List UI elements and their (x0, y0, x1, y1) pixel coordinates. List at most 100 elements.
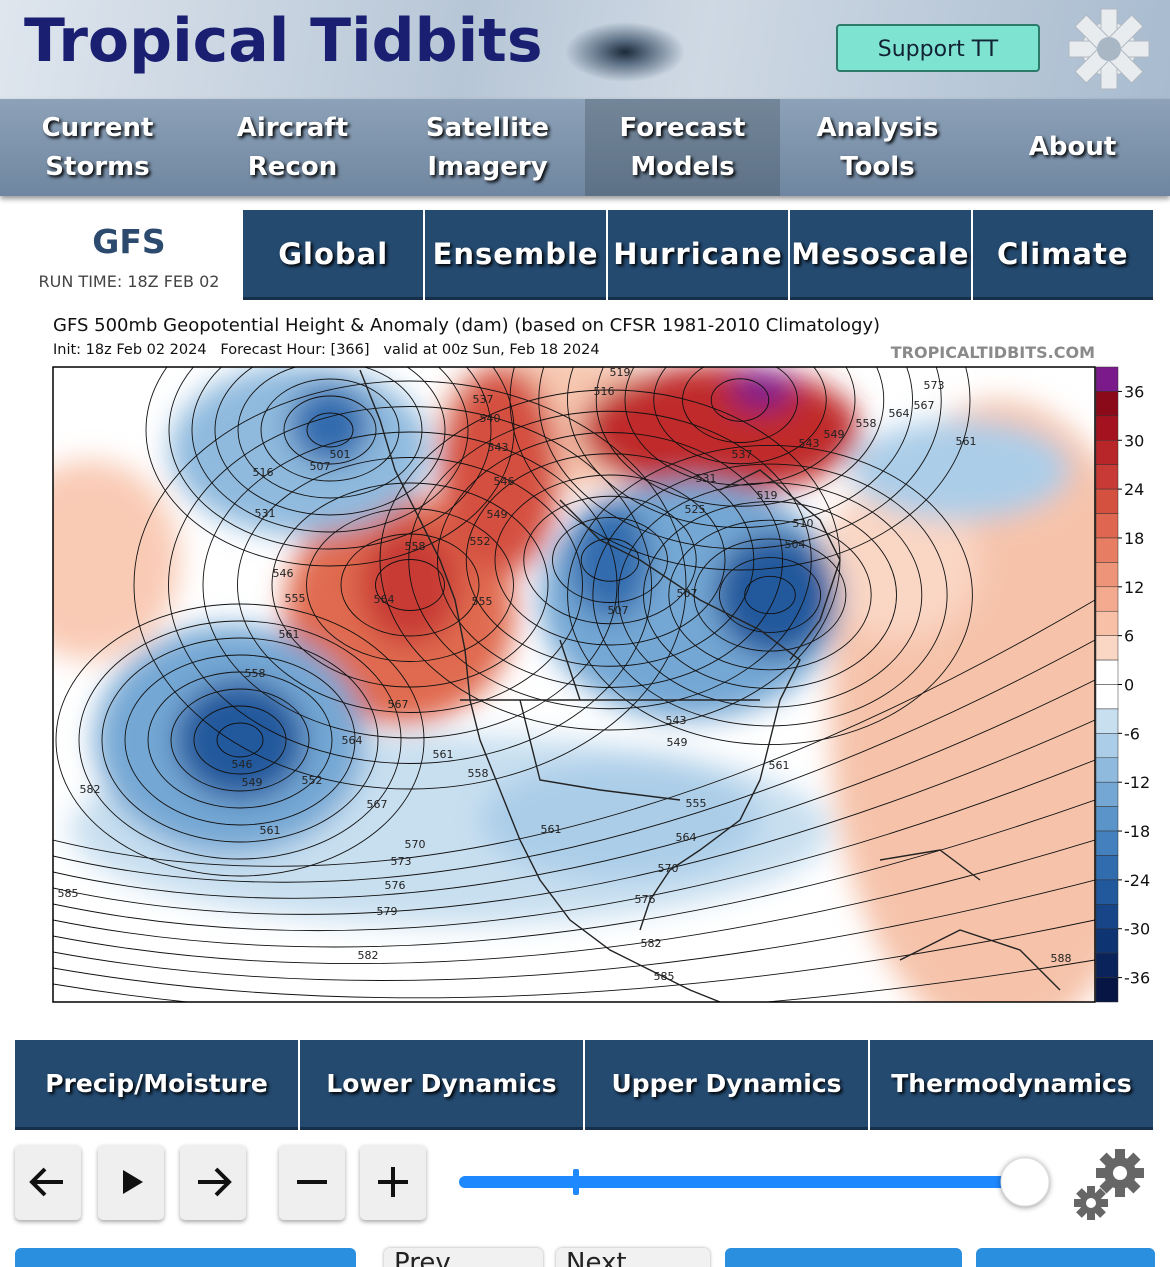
contour-label: 567 (367, 798, 388, 811)
contour-label: 576 (635, 893, 656, 906)
zoom-in-button[interactable] (360, 1145, 426, 1220)
anomaly-blob (570, 500, 650, 620)
settings-gear[interactable] (1068, 8, 1150, 90)
colorbar-segment (1095, 806, 1119, 832)
colorbar-segment (1095, 757, 1119, 783)
model-name: GFS (92, 222, 166, 261)
anomaly-blob (820, 480, 980, 640)
contour-line (408, 410, 812, 710)
contour-line (101, 637, 379, 843)
bottom-button[interactable] (976, 1248, 1155, 1267)
nav-item[interactable]: About (1028, 132, 1117, 162)
colorbar-segment (1095, 708, 1119, 734)
nav-item[interactable]: Forecast Models (585, 99, 780, 196)
model-tab[interactable]: Global (243, 210, 424, 300)
colorbar-segment (1095, 586, 1119, 612)
contour-label: 585 (58, 887, 79, 900)
contour-label: 558 (245, 667, 266, 680)
contour-label: 588 (1051, 952, 1072, 965)
prev-label[interactable]: Prev (394, 1248, 451, 1267)
bottom-button[interactable] (15, 1248, 356, 1267)
category-tab[interactable]: Thermodynamics (870, 1040, 1153, 1130)
contour-line (465, 453, 755, 667)
contour-line (216, 722, 264, 758)
contour-label: 543 (666, 714, 687, 727)
chart-title: GFS 500mb Geopotential Height & Anomaly … (53, 315, 880, 336)
anomaly-blob (730, 370, 794, 410)
slider-knob[interactable] (1000, 1157, 1050, 1207)
contour-label: 516 (594, 385, 615, 398)
contour-label: 561 (433, 748, 454, 761)
contour-line (653, 367, 827, 465)
nav-item[interactable]: Analysis Tools (816, 112, 939, 182)
logo[interactable]: Tropical Tidbits (24, 6, 543, 76)
contour-line (168, 406, 652, 764)
contour-line (567, 367, 913, 528)
contour-label: 558 (856, 417, 877, 430)
contour-label: 582 (80, 783, 101, 796)
category-tab[interactable]: Lower Dynamics (300, 1040, 583, 1130)
nav-item[interactable]: Aircraft Recon (236, 112, 349, 182)
colorbar-segment (1095, 464, 1119, 490)
contour-label: 549 (824, 428, 845, 441)
anomaly-blob (175, 680, 305, 800)
contour-label: 546 (273, 567, 294, 580)
contour-line (306, 412, 354, 448)
contour-line (193, 705, 287, 775)
colorbar-tick-label: -6 (1124, 724, 1140, 743)
play-button[interactable] (98, 1145, 164, 1220)
colorbar-tick-label: 12 (1124, 578, 1144, 597)
contour-label: 558 (405, 540, 426, 553)
time-slider[interactable] (440, 1145, 1170, 1225)
contour-line (168, 367, 492, 550)
support-button[interactable]: Support TT (836, 24, 1040, 72)
play-icon[interactable] (98, 1145, 164, 1220)
contour-label: 570 (658, 862, 679, 875)
colorbar-tick-label: 0 (1124, 676, 1134, 695)
nav-item[interactable]: Satellite Imagery (425, 112, 550, 182)
back-icon[interactable] (15, 1145, 81, 1220)
animation-settings[interactable] (1096, 1149, 1144, 1197)
category-tab[interactable]: Precip/Moisture (15, 1040, 298, 1130)
contour-label: 519 (757, 489, 778, 502)
contour-label: 555 (285, 592, 306, 605)
contour-line (375, 559, 445, 611)
model-tab[interactable]: Hurricane (607, 210, 789, 300)
colorbar-tick-label: -24 (1124, 871, 1150, 890)
model-tab[interactable]: Ensemble (425, 210, 606, 300)
plus-icon[interactable] (360, 1145, 426, 1220)
category-tab[interactable]: Upper Dynamics (585, 1040, 868, 1130)
contour-label: 537 (732, 448, 753, 461)
chart-source: TROPICALTIDBITS.COM (891, 343, 1095, 362)
forward-icon[interactable] (180, 1145, 246, 1220)
zoom-out-button[interactable] (279, 1145, 345, 1220)
contour-label: 531 (696, 472, 717, 485)
model-tab[interactable]: Mesoscale (790, 210, 971, 300)
contour-label: 525 (685, 503, 706, 516)
contour-line (53, 599, 1095, 867)
colorbar-segment (1095, 733, 1119, 759)
next-button[interactable]: Next (556, 1248, 710, 1267)
back-button[interactable] (15, 1145, 81, 1220)
minus-icon[interactable] (279, 1145, 345, 1220)
forward-button[interactable] (180, 1145, 246, 1220)
support-label[interactable]: Support TT (877, 37, 999, 62)
colorbar-tick-label: 24 (1124, 480, 1144, 499)
anomaly-field (53, 367, 1095, 1002)
next-label[interactable]: Next (566, 1248, 627, 1267)
anomaly-blob (715, 533, 835, 657)
contour-label: 516 (253, 466, 274, 479)
anomaly-blob (440, 367, 560, 575)
bottom-button[interactable] (725, 1248, 962, 1267)
nav-item[interactable]: Current Storms (41, 112, 154, 182)
nav-bar: Current Storms Aircraft Recon Satellite Im… (0, 99, 1170, 196)
model-tab[interactable]: Climate (972, 210, 1153, 300)
anomaly-blob (53, 460, 180, 660)
animation-settings-small[interactable] (1074, 1186, 1108, 1220)
contour-line (617, 482, 923, 708)
contour-line (682, 367, 798, 443)
contour-label: 519 (610, 366, 631, 379)
prev-button[interactable]: Prev (384, 1248, 543, 1267)
